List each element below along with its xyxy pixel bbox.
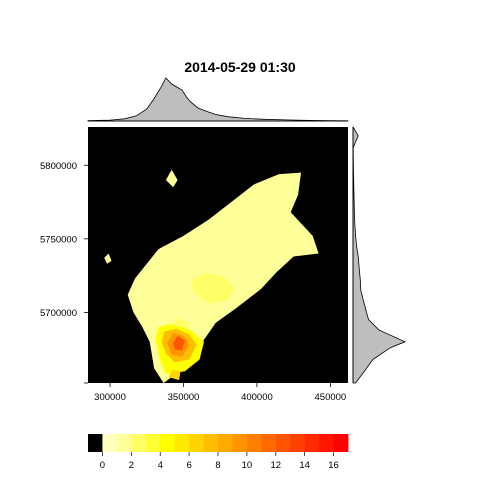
y-tick-label: 5750000 <box>40 234 77 245</box>
colorbar-tick-label: 0 <box>100 460 105 471</box>
colorbar-tick-label: 2 <box>129 460 134 471</box>
y-tick-label: 5700000 <box>40 308 77 319</box>
colorbar-swatch <box>145 434 161 452</box>
x-tick-label: 450000 <box>315 392 347 403</box>
colorbar-tick-label: 16 <box>328 460 339 471</box>
colorbar-swatch <box>275 434 291 452</box>
colorbar-swatch <box>304 434 320 452</box>
x-axis: 300000 350000 400000 450000 <box>94 383 346 403</box>
colorbar-swatch <box>160 434 176 452</box>
heatmap-region <box>104 253 112 264</box>
top-marginal-density <box>87 77 349 122</box>
colorbar-tick-label: 12 <box>270 460 281 471</box>
colorbar-swatch <box>189 434 204 452</box>
x-tick-label: 400000 <box>241 392 273 403</box>
chart-title: 2014-05-29 01:30 <box>184 59 296 75</box>
colorbar-swatch <box>174 434 190 452</box>
colorbar-swatch <box>131 434 147 452</box>
colorbar-swatch <box>246 434 262 452</box>
right-marginal-density <box>352 126 407 384</box>
colorbar-tick-label: 4 <box>158 460 163 471</box>
heatmap-regions <box>104 169 319 383</box>
y-tick-label: 5800000 <box>40 161 77 172</box>
right-marginal-area <box>352 126 407 384</box>
colorbar-tick-label: 10 <box>242 460 253 471</box>
x-tick-label: 300000 <box>94 392 126 403</box>
heatmap-region <box>165 169 178 188</box>
colorbar-axis: 0 2 4 6 8 10 12 14 16 <box>100 452 339 471</box>
heatmap-region <box>190 272 235 304</box>
colorbar-swatch <box>116 434 132 452</box>
heatmap-region <box>173 335 185 351</box>
colorbar-swatch <box>88 434 103 452</box>
colorbar-swatch <box>333 434 349 452</box>
colorbar-swatch <box>261 434 277 452</box>
heatmap-region <box>168 369 181 381</box>
colorbar-swatch <box>290 434 306 452</box>
colorbar-tick-label: 8 <box>215 460 220 471</box>
y-axis: 5700000 5750000 5800000 <box>40 161 88 384</box>
colorbar-swatch <box>203 434 219 452</box>
colorbar-tick-label: 6 <box>186 460 191 471</box>
colorbar-swatch <box>218 434 233 452</box>
top-marginal-area <box>87 77 349 122</box>
colorbar-swatch <box>319 434 334 452</box>
x-tick-label: 350000 <box>168 392 200 403</box>
colorbar <box>88 434 349 452</box>
colorbar-swatch <box>232 434 248 452</box>
colorbar-tick-label: 14 <box>299 460 310 471</box>
colorbar-swatch <box>102 434 118 452</box>
